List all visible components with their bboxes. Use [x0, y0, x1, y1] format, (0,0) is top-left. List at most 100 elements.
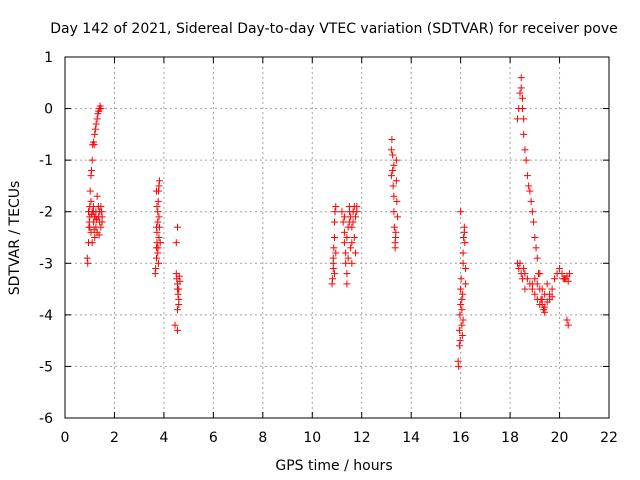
data-point — [387, 172, 395, 180]
data-point — [90, 226, 98, 234]
data-point — [343, 234, 351, 241]
data-point — [174, 306, 182, 314]
data-point — [154, 208, 162, 216]
data-point — [526, 187, 534, 195]
data-point — [332, 203, 340, 211]
data-point — [353, 208, 361, 216]
data-point — [88, 210, 96, 218]
data-point — [172, 239, 180, 247]
y-tick-label: -2 — [39, 205, 53, 221]
data-point — [516, 89, 524, 97]
data-point — [558, 270, 566, 278]
data-point — [85, 218, 93, 226]
data-point — [390, 223, 398, 231]
chart-title: Day 142 of 2021, Sidereal Day-to-day VTE… — [50, 21, 618, 37]
data-point — [457, 208, 465, 216]
data-point — [174, 223, 182, 231]
data-point — [460, 223, 468, 231]
data-point — [331, 208, 339, 216]
data-point — [152, 254, 160, 262]
data-point — [530, 218, 538, 226]
y-tick-label: 1 — [44, 50, 53, 66]
data-point — [517, 84, 525, 92]
data-point — [517, 74, 525, 82]
data-point — [97, 203, 105, 211]
axis-ticks: 0 2 4 6 8 10 12 14 16 18 20 22 -6 -5 -4 -3 -2 -1 0 1 — [39, 50, 618, 446]
data-point — [87, 197, 95, 205]
data-point — [390, 161, 398, 169]
data-point — [340, 239, 348, 247]
data-point — [91, 125, 99, 133]
x-tick-label: 10 — [303, 430, 321, 446]
data-point — [389, 151, 397, 159]
data-point — [332, 249, 340, 257]
data-point — [460, 234, 468, 241]
data-point — [390, 208, 398, 216]
data-point — [154, 197, 162, 205]
data-point — [518, 94, 526, 102]
data-point — [152, 223, 160, 231]
data-point — [392, 156, 400, 164]
data-point — [548, 285, 556, 293]
data-point — [175, 272, 183, 280]
data-point — [95, 231, 103, 239]
x-tick-label: 22 — [600, 430, 618, 446]
x-tick-label: 12 — [353, 430, 371, 446]
data-point — [331, 270, 339, 278]
y-tick-label: 0 — [44, 102, 53, 118]
data-point — [175, 301, 183, 309]
data-point — [84, 259, 92, 267]
data-point — [88, 156, 96, 164]
x-tick-label: 18 — [501, 430, 519, 446]
data-point — [538, 285, 546, 293]
data-point — [352, 249, 360, 257]
data-point — [564, 321, 572, 329]
data-point — [527, 197, 535, 205]
data-point — [394, 213, 402, 221]
y-tick-label: -5 — [39, 359, 53, 375]
data-point — [340, 213, 348, 221]
data-point — [155, 234, 163, 241]
data-point — [462, 280, 470, 288]
data-point — [456, 311, 464, 319]
data-point — [155, 177, 163, 185]
data-point — [176, 277, 184, 285]
data-point — [339, 218, 347, 226]
plot-frame — [64, 56, 610, 419]
data-point — [389, 182, 397, 190]
data-point — [459, 316, 467, 324]
data-point — [531, 275, 539, 283]
data-point — [342, 259, 350, 267]
data-point — [90, 141, 98, 149]
data-point — [393, 197, 401, 205]
data-point — [531, 234, 539, 241]
data-point — [392, 228, 400, 236]
data-point — [459, 259, 467, 267]
x-tick-label: 4 — [159, 430, 168, 446]
data-point — [391, 244, 399, 252]
data-point — [154, 244, 162, 252]
data-point — [458, 295, 466, 303]
data-point — [461, 239, 469, 247]
data-point — [350, 234, 358, 241]
y-tick-label: -1 — [39, 153, 53, 169]
data-point — [514, 115, 522, 123]
data-point — [343, 280, 351, 288]
data-point — [389, 166, 397, 174]
data-point — [152, 264, 160, 272]
data-point — [154, 218, 162, 226]
data-point — [528, 280, 536, 288]
data-point — [348, 223, 356, 231]
data-point — [459, 290, 467, 298]
data-point — [91, 130, 99, 138]
data-point — [532, 244, 540, 252]
data-point — [563, 316, 571, 324]
data-point — [462, 264, 470, 272]
data-point — [98, 218, 106, 226]
data-point — [521, 285, 529, 293]
data-point — [155, 213, 163, 221]
data-point — [343, 270, 351, 278]
data-point — [458, 306, 466, 314]
x-tick-label: 8 — [258, 430, 267, 446]
